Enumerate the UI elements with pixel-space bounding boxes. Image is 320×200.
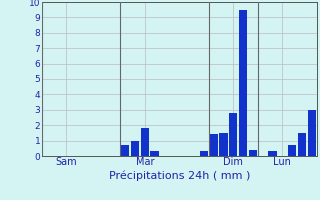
Bar	[229, 113, 237, 156]
Bar	[308, 110, 316, 156]
Bar	[200, 151, 208, 156]
Bar	[239, 10, 247, 156]
Bar	[209, 134, 218, 156]
Bar	[140, 128, 149, 156]
Bar	[121, 145, 129, 156]
Bar	[268, 151, 277, 156]
Bar	[150, 151, 159, 156]
Bar	[249, 150, 257, 156]
Bar	[288, 145, 296, 156]
X-axis label: Précipitations 24h ( mm ): Précipitations 24h ( mm )	[108, 170, 250, 181]
Bar	[219, 133, 228, 156]
Bar	[298, 133, 306, 156]
Bar	[131, 141, 139, 156]
